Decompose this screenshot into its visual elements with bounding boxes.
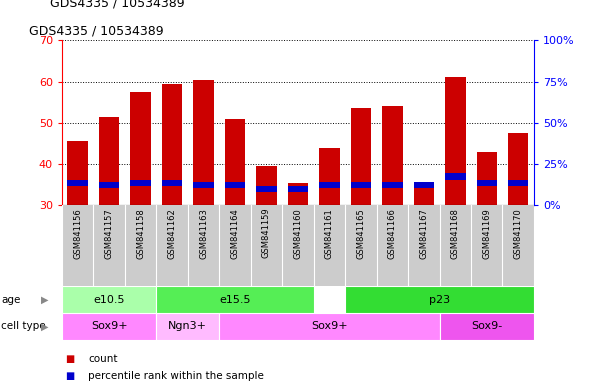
Bar — [99, 182, 119, 188]
Text: e15.5: e15.5 — [219, 295, 251, 305]
Text: GSM841164: GSM841164 — [231, 208, 240, 258]
Bar — [288, 183, 308, 205]
Text: Sox9-: Sox9- — [471, 321, 502, 331]
Bar — [508, 133, 529, 205]
Bar — [414, 183, 434, 205]
Bar — [62, 286, 156, 313]
Bar — [225, 119, 245, 205]
Text: GSM841162: GSM841162 — [168, 208, 176, 258]
Bar — [350, 108, 371, 205]
Text: Sox9+: Sox9+ — [91, 321, 127, 331]
Text: count: count — [88, 354, 118, 364]
Text: Sox9+: Sox9+ — [311, 321, 348, 331]
Bar — [256, 186, 277, 192]
Bar — [256, 166, 277, 205]
Bar — [194, 182, 214, 188]
Text: age: age — [1, 295, 21, 305]
Bar — [382, 182, 402, 188]
Text: GSM841169: GSM841169 — [482, 208, 491, 258]
Bar — [477, 152, 497, 205]
Bar — [162, 84, 182, 205]
Bar — [219, 313, 440, 340]
Text: GDS4335 / 10534389: GDS4335 / 10534389 — [50, 0, 185, 9]
Text: GSM841158: GSM841158 — [136, 208, 145, 258]
Bar — [130, 180, 151, 186]
Text: Ngn3+: Ngn3+ — [168, 321, 207, 331]
Bar — [162, 180, 182, 186]
Bar — [319, 182, 340, 188]
Bar — [382, 106, 402, 205]
Bar — [67, 141, 88, 205]
Bar — [194, 79, 214, 205]
Text: p23: p23 — [429, 295, 450, 305]
Bar — [99, 117, 119, 205]
Text: ■: ■ — [65, 354, 74, 364]
Text: cell type: cell type — [1, 321, 46, 331]
Bar — [445, 78, 466, 205]
Text: GSM841159: GSM841159 — [262, 208, 271, 258]
Text: GSM841156: GSM841156 — [73, 208, 82, 258]
Text: GSM841161: GSM841161 — [325, 208, 334, 258]
Text: GSM841165: GSM841165 — [356, 208, 365, 258]
Text: ▶: ▶ — [41, 321, 48, 331]
Bar — [440, 313, 534, 340]
Text: GSM841168: GSM841168 — [451, 208, 460, 259]
Bar — [477, 180, 497, 186]
Text: ▶: ▶ — [41, 295, 48, 305]
Text: GSM841163: GSM841163 — [199, 208, 208, 259]
Bar — [288, 186, 308, 192]
Text: GSM841167: GSM841167 — [419, 208, 428, 259]
Bar — [414, 182, 434, 188]
Text: e10.5: e10.5 — [93, 295, 125, 305]
Bar — [319, 148, 340, 205]
Text: GSM841157: GSM841157 — [104, 208, 114, 258]
Bar — [225, 182, 245, 188]
Bar — [156, 313, 219, 340]
Bar — [350, 182, 371, 188]
Text: GSM841166: GSM841166 — [388, 208, 397, 259]
Text: GSM841160: GSM841160 — [293, 208, 303, 258]
Bar — [445, 174, 466, 180]
Bar — [130, 92, 151, 205]
Text: GSM841170: GSM841170 — [514, 208, 523, 258]
Text: percentile rank within the sample: percentile rank within the sample — [88, 371, 264, 381]
Bar — [345, 286, 534, 313]
Text: GDS4335 / 10534389: GDS4335 / 10534389 — [29, 25, 163, 38]
Bar — [508, 180, 529, 186]
Bar — [62, 313, 156, 340]
Bar — [67, 180, 88, 186]
Bar — [156, 286, 314, 313]
Text: ■: ■ — [65, 371, 74, 381]
